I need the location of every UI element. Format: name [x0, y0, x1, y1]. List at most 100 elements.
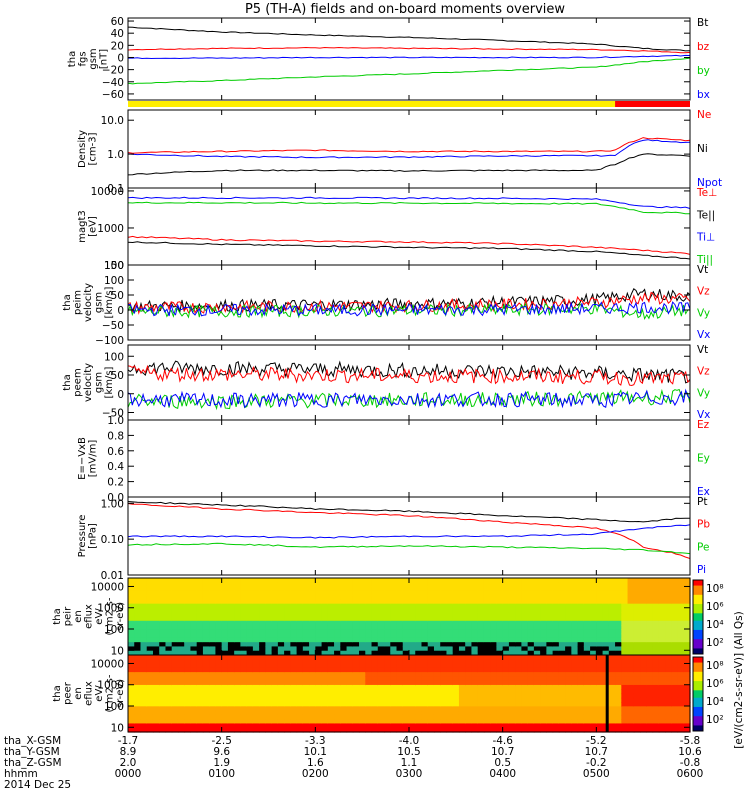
- spectrogram-cell: [290, 637, 298, 643]
- spectrogram-cell: [396, 595, 404, 600]
- spectrogram-cell: [271, 663, 279, 669]
- spectrogram-cell: [359, 590, 366, 596]
- spectrogram-cell: [483, 672, 491, 677]
- spectrogram-cell: [640, 689, 647, 695]
- spectrogram-cell: [315, 659, 323, 665]
- spectrogram-cell: [621, 689, 629, 695]
- spectrogram-cell: [240, 599, 248, 605]
- spectrogram-cell: [321, 582, 329, 588]
- spectrogram-cell: [571, 586, 579, 592]
- colorbar-frame: [692, 656, 704, 732]
- spectrogram-cell: [665, 607, 672, 613]
- series-line-pressure: [127, 503, 691, 559]
- spectrogram-cell: [465, 590, 473, 596]
- spectrogram-cell: [384, 620, 391, 626]
- spectrogram-cell: [265, 697, 273, 703]
- spectrogram-cell: [315, 625, 323, 630]
- spectrogram-cell: [371, 663, 379, 669]
- spectrogram-cell: [334, 629, 341, 635]
- spectrogram-cell: [227, 723, 235, 729]
- spectrogram-cell: [184, 676, 192, 682]
- spectrogram-cell: [409, 612, 416, 618]
- spectrogram-cell: [483, 616, 491, 622]
- spectrogram-cell: [633, 578, 641, 583]
- spectrogram-cell: [633, 655, 641, 660]
- spectrogram-cell: [202, 672, 210, 677]
- series-line-pressure: [127, 501, 691, 523]
- spectrogram-cell: [640, 672, 647, 677]
- spectrogram-cell: [590, 595, 597, 600]
- spectrogram-cell: [296, 633, 304, 639]
- spectrogram-cell: [346, 723, 354, 729]
- spectrogram-cell: [284, 702, 291, 707]
- spectrogram-cell: [327, 637, 335, 643]
- spectrogram-cell: [521, 655, 529, 660]
- spectrogram-cell: [334, 637, 341, 643]
- spectrogram-cell: [409, 697, 416, 703]
- spectrogram-cell: [402, 667, 410, 673]
- spectrogram-cell: [271, 620, 279, 626]
- spectrogram-cell: [558, 646, 566, 652]
- spectrogram-cell: [527, 727, 535, 733]
- spectrogram-cell: [652, 659, 660, 665]
- spectrogram-cell: [590, 684, 597, 690]
- spectrogram-cell: [433, 693, 441, 699]
- spectrogram-cell: [533, 680, 541, 686]
- spectrogram-cell: [633, 629, 641, 635]
- spectrogram-cell: [309, 616, 316, 622]
- spectrogram-cell: [271, 667, 279, 673]
- spectrogram-cell: [577, 633, 585, 639]
- spectrogram-cell: [415, 702, 423, 707]
- spectrogram-cell: [596, 595, 604, 600]
- spectrogram-cell: [290, 659, 298, 665]
- spectrogram-cell: [646, 680, 654, 686]
- spectrogram-cell: [440, 646, 448, 652]
- spectrogram-cell: [146, 719, 154, 725]
- spectrogram-cell: [396, 727, 404, 733]
- spectrogram-cell: [652, 702, 660, 707]
- spectrogram-cell: [590, 676, 597, 682]
- spectrogram-cell: [521, 659, 529, 665]
- spectrogram-cell: [477, 676, 485, 682]
- spectrogram-cell: [402, 693, 410, 699]
- spectrogram-cell: [171, 633, 179, 639]
- spectrogram-cell: [159, 702, 167, 707]
- spectrogram-cell: [377, 620, 385, 626]
- spectrogram-cell: [652, 625, 660, 630]
- spectrogram-cell: [621, 599, 629, 605]
- spectrogram-cell: [334, 620, 341, 626]
- spectrogram-cell: [596, 655, 604, 660]
- spectrogram-cell: [571, 714, 579, 720]
- spectrogram-cell: [296, 693, 304, 699]
- spectrogram-cell: [184, 650, 192, 656]
- spectrogram-cell: [615, 578, 622, 583]
- spectrogram-cell: [302, 714, 310, 720]
- spectrogram-cell: [515, 620, 522, 626]
- spectrogram-cell: [577, 723, 585, 729]
- spectrogram-cell: [665, 659, 672, 665]
- spectrogram-cell: [177, 582, 185, 588]
- spectrogram-cell: [377, 650, 385, 656]
- spectrogram-cell: [259, 599, 266, 605]
- spectrogram-cell: [334, 684, 341, 690]
- spectrogram-cell: [502, 607, 510, 613]
- spectrogram-cell: [502, 616, 510, 622]
- spectrogram-cell: [552, 702, 560, 707]
- spectrogram-cell: [340, 719, 348, 725]
- spectrogram-cell: [284, 719, 291, 725]
- spectrogram-cell: [583, 719, 591, 725]
- spectrogram-cell: [171, 727, 179, 733]
- spectrogram-cell: [465, 629, 473, 635]
- spectrogram-cell: [621, 642, 629, 648]
- colorbar-cell: [693, 592, 703, 596]
- spectrogram-cell: [446, 625, 454, 630]
- spectrogram-cell: [558, 676, 566, 682]
- spectrogram-cell: [458, 655, 466, 660]
- spectrogram-cell: [309, 620, 316, 626]
- spectrogram-cell: [190, 706, 198, 712]
- spectrogram-cell: [315, 714, 323, 720]
- spectrogram-cell: [658, 727, 666, 733]
- spectrogram-cell: [521, 582, 529, 588]
- spectrogram-cell: [621, 710, 629, 716]
